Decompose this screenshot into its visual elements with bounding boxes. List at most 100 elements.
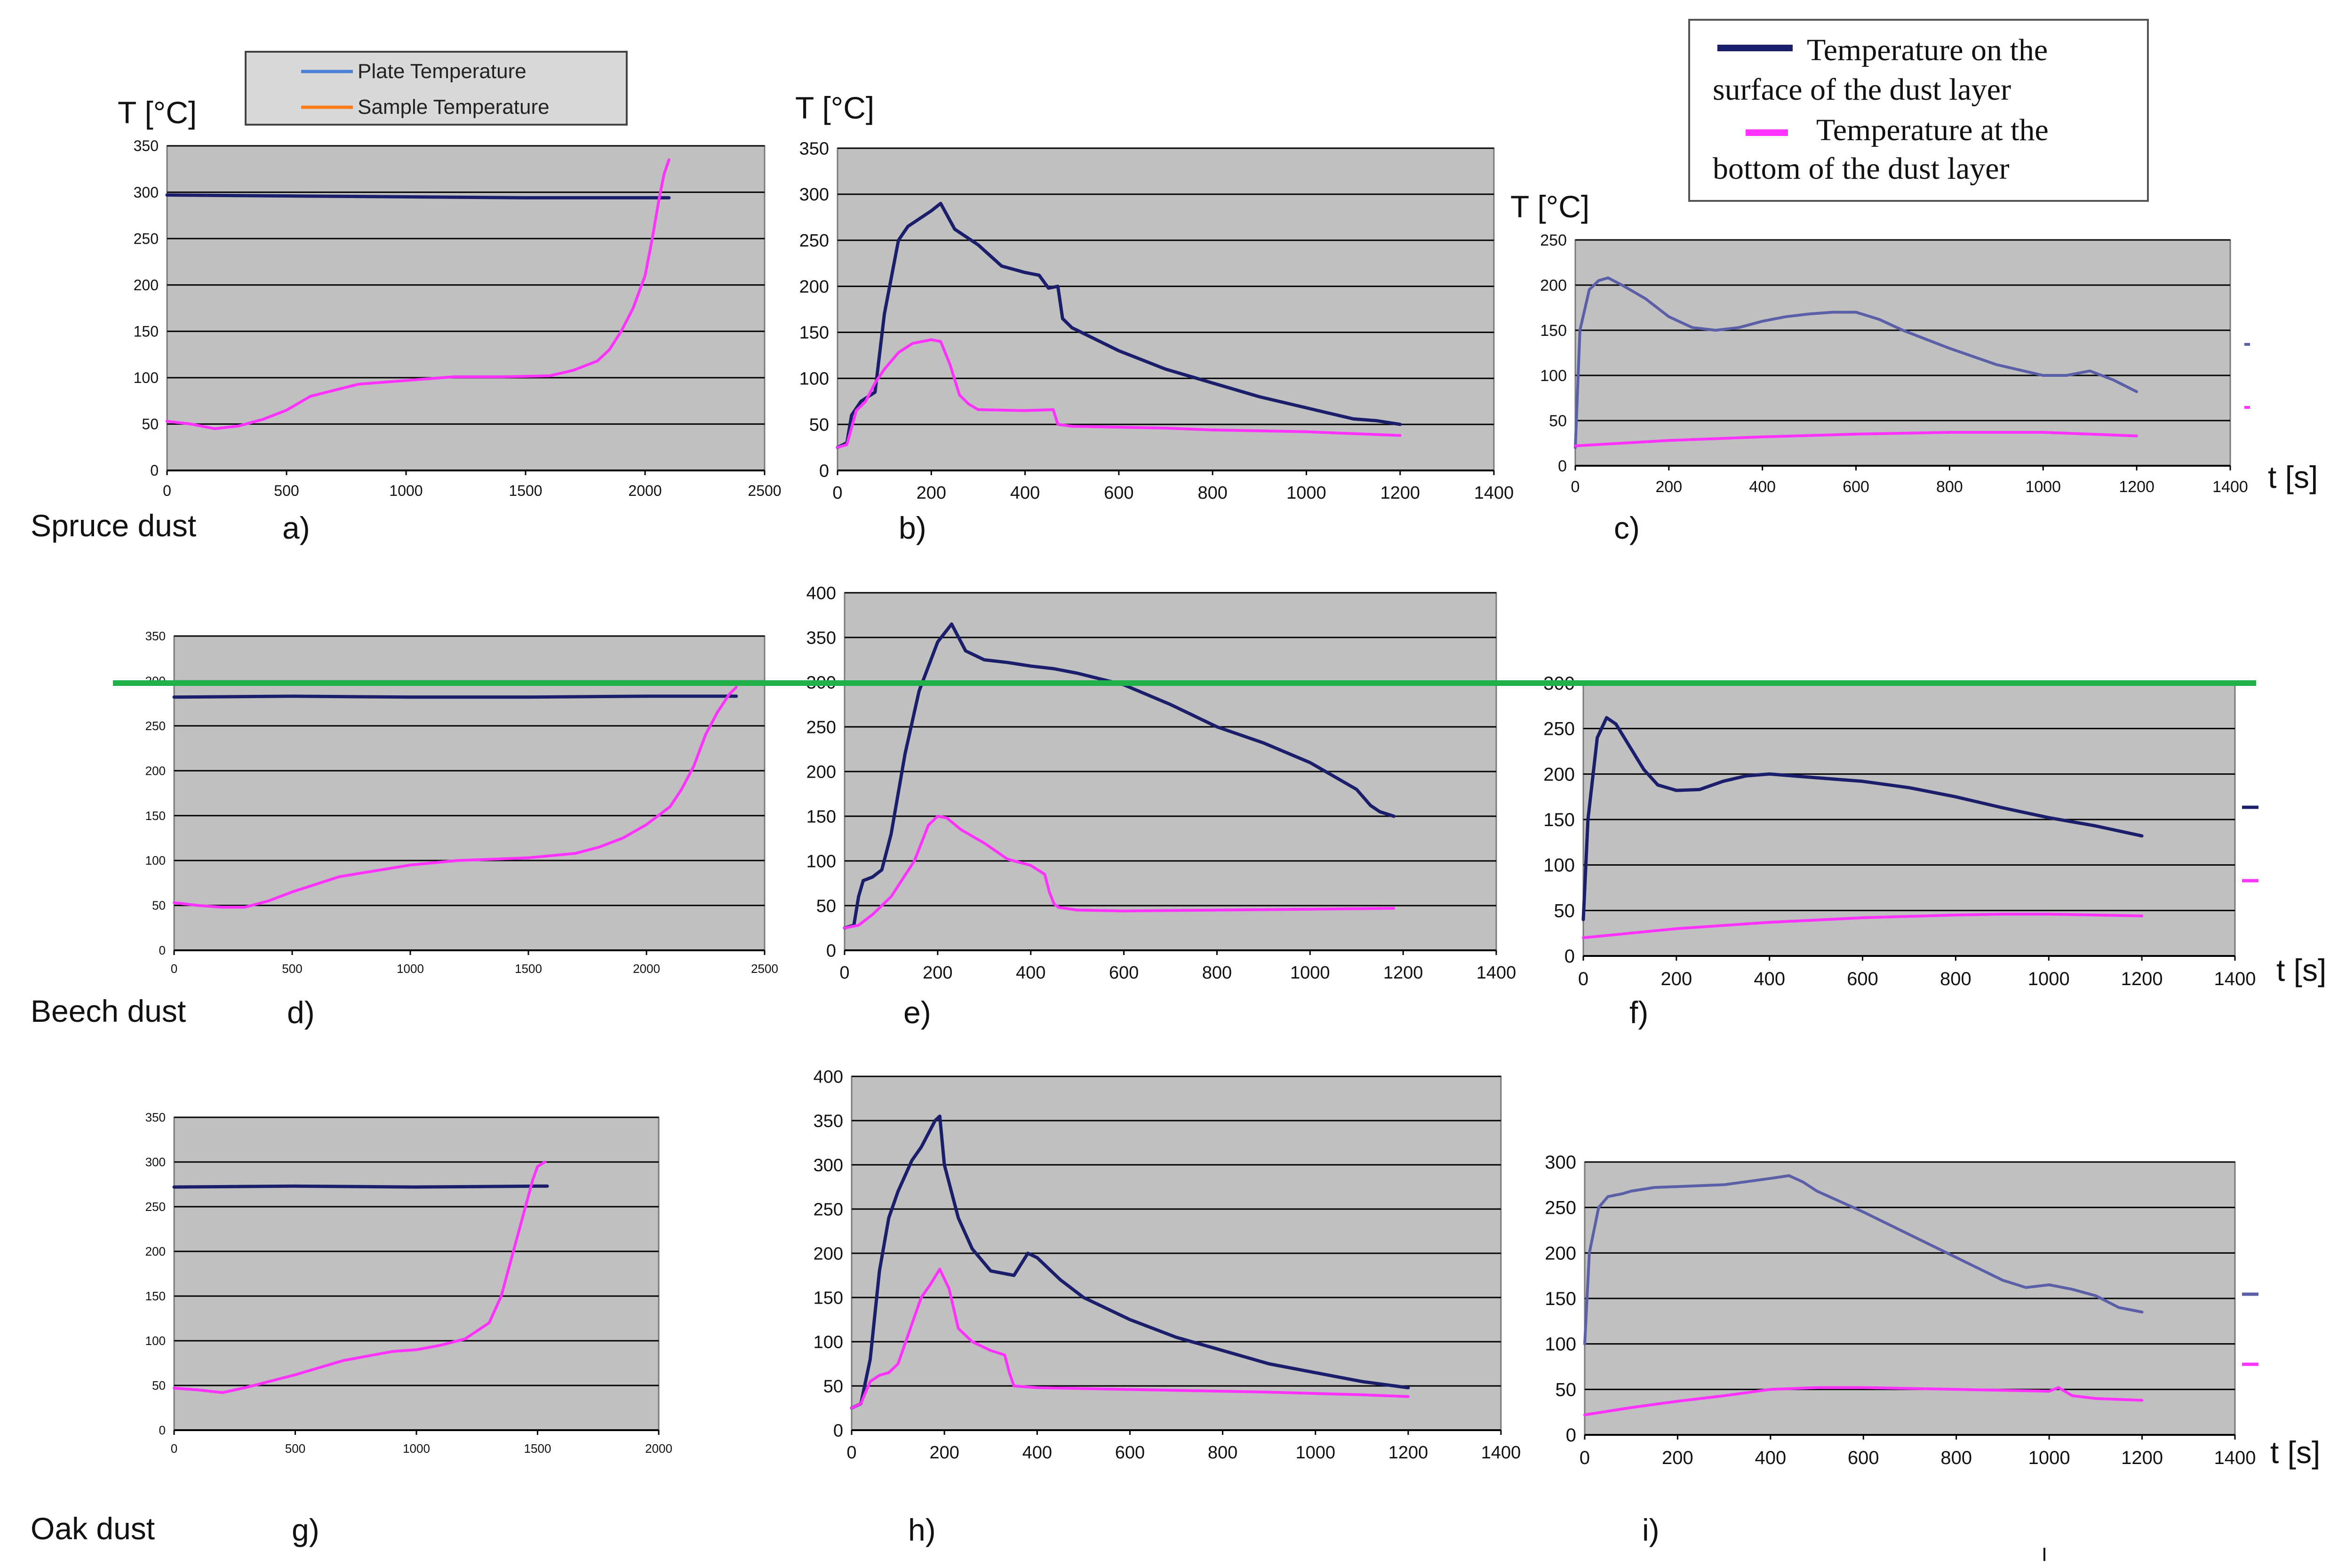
panel-label-i: i) <box>1642 1512 1660 1547</box>
y-tick-label-g: 100 <box>145 1334 166 1348</box>
x-tick-label-d: 500 <box>282 962 302 976</box>
x-tick-label-h: 800 <box>1208 1443 1237 1463</box>
y-tick-label-i: 300 <box>1545 1152 1576 1173</box>
y-tick-label-a: 300 <box>134 184 159 201</box>
x-tick-label-h: 200 <box>929 1443 959 1463</box>
y-unit-label-b: T [°C] <box>795 90 874 125</box>
y-tick-label-h: 400 <box>814 1067 843 1087</box>
chart-a: 0 50 100 150 200 250 300 350 0 500 1000 1500 2000 250… <box>134 137 782 545</box>
row-label-beech: Beech dust <box>31 994 186 1028</box>
series-line-c-surface <box>1574 276 2139 449</box>
y-tick-label-b: 0 <box>819 461 829 481</box>
x-tick-label-a: 0 <box>163 482 171 499</box>
x-tick-label-h: 1000 <box>1295 1443 1335 1463</box>
y-tick-label-e: 400 <box>806 583 836 603</box>
x-tick-label-a: 1500 <box>509 482 542 499</box>
y-tick-label-d: 150 <box>145 809 166 823</box>
y-tick-label-i: 200 <box>1545 1243 1576 1264</box>
chart-i: 0 50 100 150 200 250 300 0 200 400 600 800 1000 1200 1… <box>1545 1152 2256 1547</box>
x-tick-label-d: 1000 <box>397 962 424 976</box>
y-tick-label-f: 250 <box>1543 719 1575 740</box>
y-tick-label-g: 250 <box>145 1200 166 1214</box>
x-tick-label-f: 0 <box>1578 969 1588 989</box>
series-line-c-bottom <box>1574 431 2139 447</box>
x-tick-label-b: 600 <box>1104 483 1133 503</box>
series-line-e-surface <box>843 622 1396 930</box>
y-tick-label-e: 50 <box>816 896 836 916</box>
x-unit-label-f: t [s] <box>2276 953 2326 987</box>
x-tick-label-a: 2000 <box>628 482 662 499</box>
x-tick-label-i: 200 <box>1662 1448 1693 1468</box>
x-tick-label-f: 1400 <box>2214 969 2256 989</box>
series-line-f-surface <box>1581 716 2144 922</box>
y-tick-label-e: 150 <box>806 807 836 827</box>
y-tick-label-i: 250 <box>1545 1198 1576 1218</box>
plot-area-c <box>1574 239 2231 467</box>
x-tick-label-e: 200 <box>923 963 952 983</box>
y-tick-label-g: 350 <box>145 1110 166 1124</box>
series-line-e-bottom <box>843 815 1396 930</box>
chart-g: 0 50 100 150 200 250 300 350 0 500 1000 1500 2000 g) <box>145 1110 672 1547</box>
y-tick-label-h: 300 <box>814 1155 843 1175</box>
panel-label-h: h) <box>908 1512 936 1547</box>
x-tick-label-b: 0 <box>832 483 842 503</box>
plot-area-g <box>173 1116 660 1431</box>
series-line-i-surface <box>1583 1174 2144 1345</box>
legend-label-sample: Sample Temperature <box>358 96 550 119</box>
x-tick-label-c: 0 <box>1571 478 1580 496</box>
x-tick-label-e: 600 <box>1109 963 1139 983</box>
chart-b: 0 50 100 150 200 250 300 350 0 200 400 600 800 1000 12… <box>799 139 1514 545</box>
y-tick-label-e: 350 <box>806 628 836 648</box>
x-tick-label-i: 1400 <box>2214 1448 2256 1468</box>
x-tick-label-c: 200 <box>1655 478 1682 496</box>
x-tick-label-f: 400 <box>1754 969 1785 989</box>
y-tick-label-b: 350 <box>799 139 829 159</box>
x-tick-label-d: 0 <box>171 962 177 976</box>
y-tick-label-a: 50 <box>142 416 159 433</box>
x-tick-label-d: 2000 <box>633 962 660 976</box>
x-tick-label-b: 1000 <box>1286 483 1326 503</box>
y-tick-label-b: 150 <box>799 323 829 343</box>
y-tick-label-b: 250 <box>799 231 829 251</box>
x-tick-label-i: 1200 <box>2121 1448 2163 1468</box>
y-tick-label-d: 0 <box>159 943 166 957</box>
y-tick-label-e: 250 <box>806 717 836 737</box>
x-unit-label-i: t [s] <box>2270 1435 2320 1470</box>
x-tick-label-i: 1000 <box>2028 1448 2070 1468</box>
series-line-d-surface <box>172 694 738 699</box>
x-tick-label-b: 800 <box>1197 483 1227 503</box>
x-tick-label-a: 2500 <box>748 482 781 499</box>
side-dashes <box>2043 343 2258 1561</box>
y-tick-label-d: 100 <box>145 853 166 868</box>
y-tick-label-g: 50 <box>152 1378 166 1393</box>
x-tick-label-e: 1000 <box>1290 963 1330 983</box>
x-tick-label-g: 500 <box>285 1441 305 1456</box>
y-tick-label-f: 0 <box>1564 946 1575 967</box>
panel-label-f: f) <box>1629 995 1648 1030</box>
y-tick-label-c: 200 <box>1540 277 1567 294</box>
y-tick-label-a: 350 <box>134 137 159 154</box>
x-tick-label-c: 1000 <box>2025 478 2061 496</box>
x-tick-label-h: 1200 <box>1388 1443 1428 1463</box>
chart-e: 0501001502002503003504000200400600800100… <box>806 583 1516 1030</box>
y-tick-label-d: 200 <box>145 764 166 778</box>
x-tick-label-i: 600 <box>1848 1448 1879 1468</box>
x-tick-label-f: 200 <box>1660 969 1692 989</box>
y-tick-label-h: 0 <box>833 1421 843 1441</box>
x-tick-label-h: 600 <box>1115 1443 1145 1463</box>
legend-surface-bottom: Temperature on the surface of the dust l… <box>1688 19 2149 202</box>
panel-label-e: e) <box>903 995 931 1030</box>
y-tick-label-b: 50 <box>809 415 829 435</box>
y-tick-label-i: 0 <box>1566 1425 1576 1446</box>
chart-h: 0 50 100 150 200 250 300 350 400 0 200 400 600 800 100… <box>814 1067 1521 1547</box>
x-tick-label-i: 0 <box>1580 1448 1590 1468</box>
x-tick-label-h: 0 <box>846 1443 856 1463</box>
panel-label-b: b) <box>899 510 926 545</box>
y-tick-label-b: 300 <box>799 185 829 205</box>
plot-area-b <box>837 147 1495 471</box>
y-tick-label-i: 150 <box>1545 1289 1576 1309</box>
panel-label-d: d) <box>287 995 315 1030</box>
y-tick-label-e: 200 <box>806 762 836 782</box>
y-tick-label-h: 50 <box>823 1377 843 1396</box>
